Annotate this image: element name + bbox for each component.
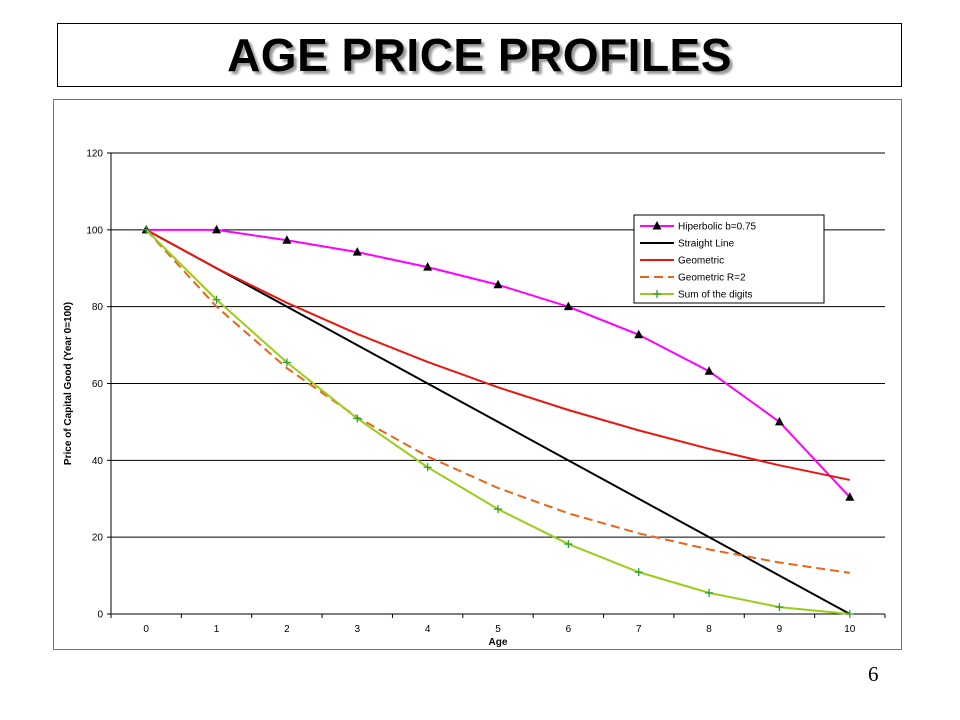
data-point (494, 505, 502, 514)
data-point (493, 279, 503, 289)
legend-label: Hiperbolic b=0.75 (678, 222, 757, 233)
data-point (634, 329, 644, 339)
legend-marker (653, 290, 661, 298)
data-point (774, 416, 784, 426)
data-point (705, 588, 714, 597)
data-point (212, 295, 221, 304)
y-tick-label: 120 (86, 149, 103, 160)
legend-label: Geometric R=2 (678, 273, 746, 284)
x-tick-label: 0 (143, 624, 149, 635)
x-tick-label: 2 (284, 624, 290, 635)
slide-title: AGE PRICE PROFILES (227, 29, 732, 81)
page-number: 6 (868, 662, 879, 686)
data-point (634, 568, 643, 577)
y-axis-title: Price of Capital Good (Year 0=100) (63, 302, 74, 465)
data-point (845, 492, 855, 501)
x-tick-label: 1 (214, 624, 220, 635)
x-tick-label: 9 (777, 624, 783, 635)
data-point (845, 610, 854, 618)
chart-frame: 0 20 40 60 80 100 120 0 1 2 3 4 5 6 7 8 9 10 Age Price of C… (53, 99, 902, 650)
title-box: AGE PRICE PROFILES (57, 23, 902, 87)
y-tick-label: 0 (97, 610, 103, 621)
data-point (775, 603, 784, 612)
data-point (282, 358, 291, 367)
x-tick-label: 3 (354, 624, 360, 635)
data-point (704, 366, 714, 375)
data-point (563, 301, 573, 311)
legend-label: Sum of the digits (678, 290, 752, 301)
x-tick-label: 4 (425, 624, 431, 635)
x-axis-title: Age (489, 637, 508, 648)
x-tick-label: 5 (495, 624, 501, 635)
y-tick-label: 20 (92, 533, 104, 544)
y-tick-label: 100 (86, 225, 103, 236)
x-tick-label: 6 (566, 624, 572, 635)
series-line (145, 229, 850, 574)
data-point (423, 463, 432, 472)
data-point (142, 225, 151, 234)
data-point (282, 235, 292, 244)
data-point (212, 224, 222, 234)
x-tick-label: 8 (706, 624, 712, 635)
line-chart: 0 20 40 60 80 100 120 0 1 2 3 4 5 6 7 8 9 10 Age Price of C… (63, 149, 886, 648)
data-point (353, 414, 362, 423)
y-tick-label: 60 (92, 379, 104, 390)
series-line (145, 228, 851, 615)
data-point (423, 262, 433, 271)
legend-marker (652, 221, 662, 230)
y-tick-label: 40 (92, 456, 104, 467)
data-point (564, 540, 573, 549)
y-tick-label: 80 (92, 302, 104, 313)
x-tick-label: 10 (844, 624, 856, 635)
series-line (145, 228, 851, 481)
legend-label: Geometric (678, 256, 724, 267)
data-point (352, 247, 362, 256)
legend-label: Straight Line (678, 239, 735, 250)
x-tick-label: 7 (636, 624, 642, 635)
